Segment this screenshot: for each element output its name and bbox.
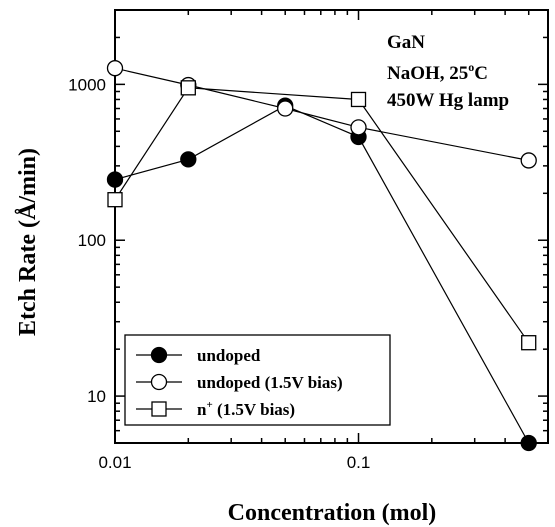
annotation-line: GaN bbox=[387, 32, 425, 53]
legend-marker bbox=[150, 346, 168, 364]
annotation-line: 450W Hg lamp bbox=[387, 90, 509, 111]
y-axis-title: Etch Rate (Å/min) bbox=[15, 148, 41, 336]
legend-entry: n+ (1.5V bias) bbox=[136, 399, 295, 419]
y-tick-label: 100 bbox=[78, 231, 106, 250]
data-point bbox=[521, 335, 537, 351]
x-tick-label: 0.1 bbox=[347, 453, 371, 472]
series-2 bbox=[106, 60, 537, 169]
data-point bbox=[106, 60, 124, 77]
data-point bbox=[520, 152, 537, 169]
legend-box bbox=[124, 334, 391, 426]
annotation-line: NaOH, 25oC bbox=[387, 60, 488, 84]
data-point bbox=[277, 100, 294, 117]
legend-label: n+ (1.5V bias) bbox=[197, 399, 295, 419]
legend-entry: undoped bbox=[136, 346, 261, 365]
data-point bbox=[350, 119, 367, 136]
legend-marker bbox=[151, 401, 167, 417]
data-point bbox=[180, 151, 197, 168]
legend-marker bbox=[150, 373, 168, 391]
series-line bbox=[114, 87, 530, 344]
data-point bbox=[520, 434, 537, 452]
legend-label: undoped bbox=[197, 346, 261, 365]
legend-label: undoped (1.5V bias) bbox=[197, 373, 343, 392]
x-tick-label: 0.01 bbox=[98, 453, 131, 472]
data-point bbox=[180, 80, 196, 96]
y-tick-label: 10 bbox=[87, 387, 106, 406]
legend-entry: undoped (1.5V bias) bbox=[136, 373, 343, 392]
y-tick-label: 1000 bbox=[68, 75, 106, 94]
x-axis-title: Concentration (mol) bbox=[228, 500, 437, 526]
series-3 bbox=[107, 80, 537, 351]
data-point bbox=[106, 171, 124, 188]
data-point bbox=[350, 91, 367, 108]
data-point bbox=[107, 192, 123, 208]
plot-border bbox=[114, 9, 549, 444]
